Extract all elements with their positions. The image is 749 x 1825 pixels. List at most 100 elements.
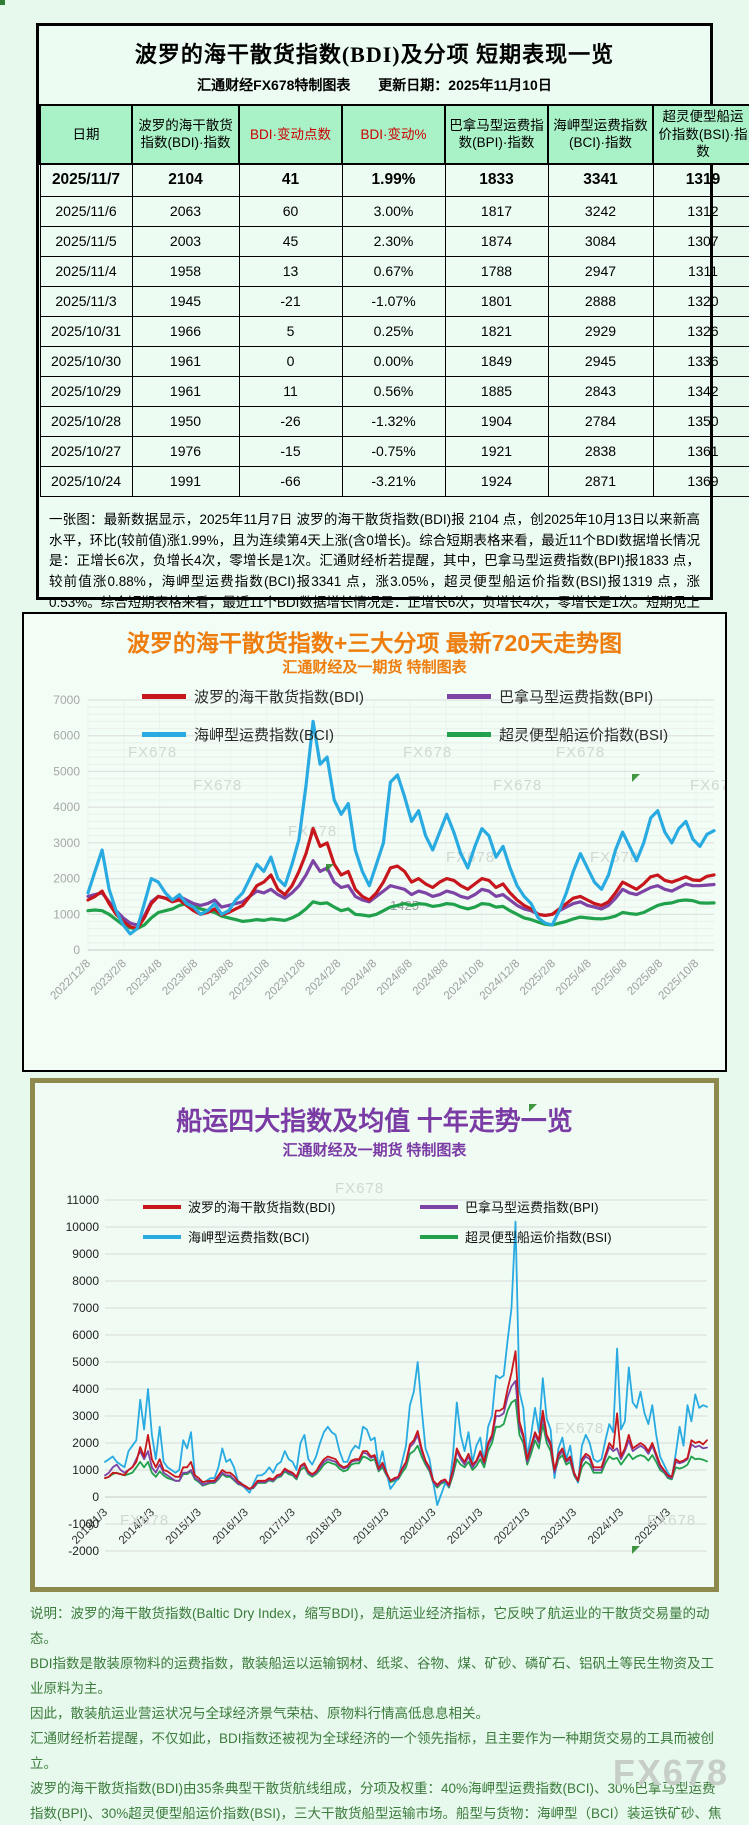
fx678-watermark: FX678	[556, 744, 605, 761]
legend-item: 巴拿马型运费指数(BPI)	[420, 1197, 599, 1216]
y-tick-label: 2000	[53, 872, 80, 886]
artifact-triangle	[326, 864, 334, 872]
table-row: 2025/11/6 2063 60 3.00% 1817 3242 1312	[39, 195, 749, 227]
artifact-triangle	[632, 774, 640, 782]
x-tick-label: 2015/1/3	[164, 1507, 204, 1547]
table-row: 2025/10/27 1976 -15 -0.75% 1921 2838 1361	[39, 435, 749, 467]
x-tick-label: 2024/2/8	[303, 958, 343, 998]
table-cell: 2025/10/27	[39, 435, 133, 467]
corner-artifact	[0, 0, 5, 5]
table-cell: 11	[238, 375, 343, 407]
column-header: 波罗的海干散货指数(BDI)·指数	[131, 104, 240, 165]
table-source-label: 汇通财经FX678特制图表	[197, 77, 351, 93]
table-cell: 2025/10/24	[39, 465, 133, 497]
y-tick-label: -2000	[68, 1544, 99, 1558]
table-cell: 2025/10/28	[39, 405, 133, 437]
table-cell: 1817	[444, 195, 549, 227]
table-cell: 1821	[444, 315, 549, 347]
series-line-bci	[86, 719, 716, 936]
y-tick-label: 4000	[53, 800, 80, 814]
table-cell: 1950	[131, 405, 240, 437]
table-row: 2025/11/5 2003 45 2.30% 1874 3084 1307	[39, 225, 749, 257]
table-cell: 2025/11/3	[39, 285, 133, 317]
table-cell: 2838	[547, 435, 654, 467]
table-cell: 3084	[547, 225, 654, 257]
x-tick-label: 2022/12/8	[48, 958, 93, 1003]
chart-10year-panel: 2013/1/3 2014/1/3 2015/1/3 2016/1/3 2017/1/3…	[30, 1078, 719, 1592]
note-line: 说明：波罗的海干散货指数(Baltic Dry Index，缩写BDI)，是航运…	[30, 1606, 710, 1646]
table-cell: 1307	[652, 225, 749, 257]
table-cell: 2945	[547, 345, 654, 377]
table-row: 2025/10/30 1961 0 0.00% 1849 2945 1336	[39, 345, 749, 377]
table-cell: 3.00%	[341, 195, 446, 227]
x-tick-label: 2025/2/8	[518, 958, 558, 998]
legend-item: 波罗的海干散货指数(BDI)	[142, 686, 364, 707]
bdi-data-table: 日期 波罗的海干散货指数(BDI)·指数 BDI·变动点数 BDI·变动% 巴拿马型运费…	[39, 104, 749, 497]
table-cell: 1921	[444, 435, 549, 467]
chart-720day-title: 波罗的海干散货指数+三大分项 最新720天走势图	[126, 630, 623, 656]
y-tick-label: 10000	[66, 1220, 100, 1234]
table-cell: 2.30%	[341, 225, 446, 257]
y-tick-label: 0	[73, 943, 80, 957]
legend-item: 波罗的海干散货指数(BDI)	[143, 1197, 335, 1216]
table-row: 2025/10/31 1966 5 0.25% 1821 2929 1326	[39, 315, 749, 347]
y-tick-label: 9000	[72, 1247, 99, 1261]
table-cell: 1961	[131, 345, 240, 377]
y-tick-label: 1000	[53, 907, 80, 921]
table-cell: 1991	[131, 465, 240, 497]
table-cell: 2025/11/6	[39, 195, 133, 227]
table-cell: 60	[238, 195, 343, 227]
note-line: 因此，散装航运业营运状况与全球经济景气荣枯、原物料行情高低息息相关。	[30, 1705, 489, 1721]
x-tick-label: 2019/1/3	[351, 1507, 391, 1547]
series-line-bdi	[86, 827, 716, 931]
legend-line-swatch	[420, 1234, 458, 1239]
table-cell: 1319	[652, 163, 749, 197]
y-tick-label: 1000	[72, 1463, 99, 1477]
bdi-table-header: 日期 波罗的海干散货指数(BDI)·指数 BDI·变动点数 BDI·变动% 巴拿马型运费…	[39, 104, 749, 165]
chart-10year-title: 船运四大指数及均值 十年走势一览	[176, 1107, 573, 1136]
table-cell: 1350	[652, 405, 749, 437]
table-cell: 2871	[547, 465, 654, 497]
table-cell: 1361	[652, 435, 749, 467]
chart-720day-plot: 2022/12/82023/2/82023/4/82023/6/82023/8/…	[48, 693, 725, 1003]
table-cell: 1312	[652, 195, 749, 227]
legend-item: 超灵便型船运价指数(BSI)	[447, 724, 668, 745]
series-line-bpi	[86, 859, 716, 927]
table-cell: 2784	[547, 405, 654, 437]
table-cell: 1966	[131, 315, 240, 347]
fx678-watermark: FX678	[403, 744, 452, 761]
table-cell: 2025/11/4	[39, 255, 133, 287]
legend-line-swatch	[142, 694, 186, 699]
table-cell: -21	[238, 285, 343, 317]
x-tick-label: 2016/1/3	[211, 1507, 251, 1547]
legend-line-swatch	[143, 1204, 181, 1209]
legend-item: 超灵便型船运价指数(BSI)	[420, 1227, 612, 1246]
table-row: 2025/11/3 1945 -21 -1.07% 1801 2888 1320	[39, 285, 749, 317]
x-tick-label: 2021/1/3	[445, 1507, 485, 1547]
table-cell: 3242	[547, 195, 654, 227]
fx678-watermark: FX678	[335, 1180, 384, 1197]
chart-10year-subtitle: 汇通财经及一期货 特制图表	[282, 1143, 467, 1159]
table-cell: 1961	[131, 375, 240, 407]
y-tick-label: 6000	[53, 729, 80, 743]
description-notes: 说明：波罗的海干散货指数(Baltic Dry Index，缩写BDI)，是航运…	[30, 1602, 722, 1825]
table-cell: 0.67%	[341, 255, 446, 287]
table-cell: 1369	[652, 465, 749, 497]
legend-line-swatch	[420, 1204, 458, 1209]
note-line: 波罗的海干散货指数(BDI)由35条典型干散货航线组成，分项及权重：40%海岬型…	[30, 1780, 722, 1821]
table-cell: 1976	[131, 435, 240, 467]
table-cell: 1342	[652, 375, 749, 407]
legend-line-swatch	[447, 732, 491, 737]
y-tick-label: 6000	[72, 1328, 99, 1342]
y-tick-label: 2000	[72, 1436, 99, 1450]
y-tick-label: -1000	[68, 1517, 99, 1531]
table-cell: -1.07%	[341, 285, 446, 317]
fx678-watermark: FX678	[128, 744, 177, 761]
table-cell: 0.56%	[341, 375, 446, 407]
chart-720day-panel: 2022/12/8 2023/2/8 2023/4/8 2023/6/8 2023/8/…	[22, 612, 727, 1072]
y-tick-label: 4000	[72, 1382, 99, 1396]
x-tick-label: 2024/6/8	[375, 958, 415, 998]
table-cell: -15	[238, 435, 343, 467]
table-cell: -26	[238, 405, 343, 437]
chart-annotation: 1425	[390, 898, 419, 913]
